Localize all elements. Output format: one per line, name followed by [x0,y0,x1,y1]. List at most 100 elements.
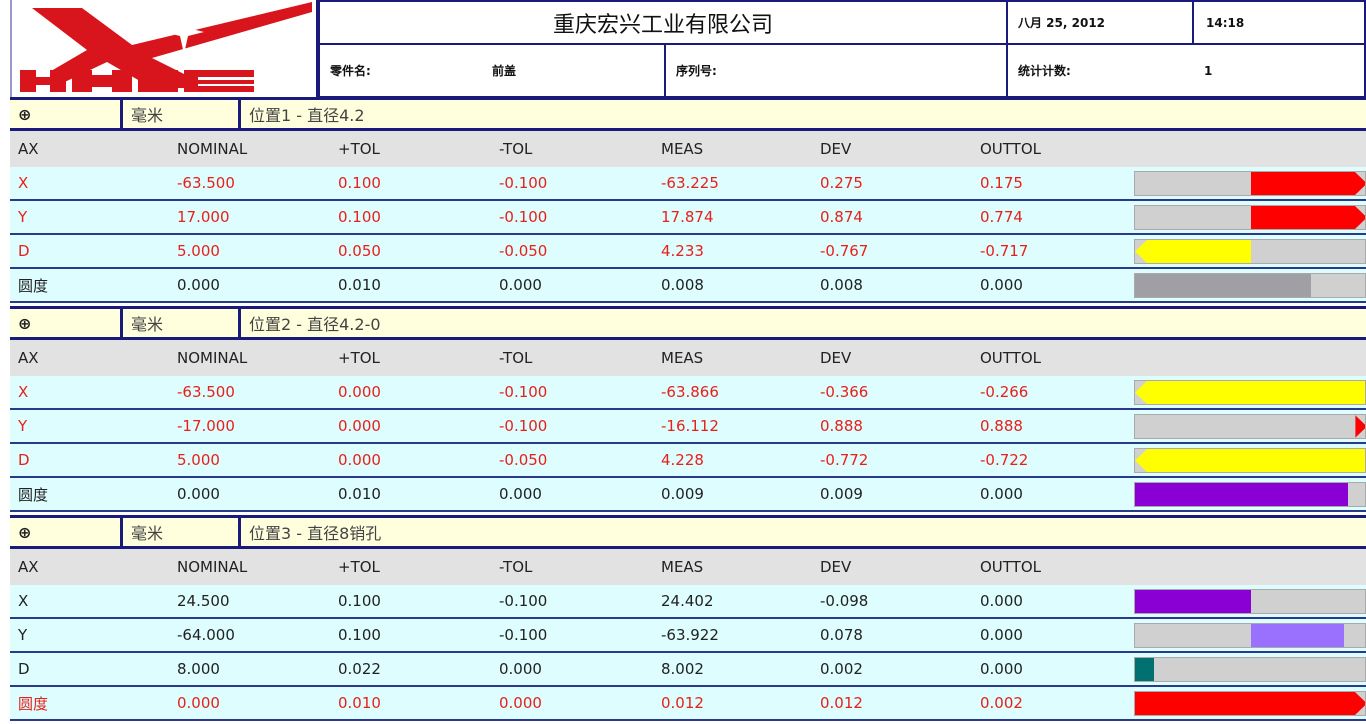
cell-dev: 0.275 [820,174,863,192]
cell-dev: 0.874 [820,208,863,226]
cell-nominal: -63.500 [177,174,235,192]
cell-ax: 圆度 [18,276,49,295]
table-row: D 8.000 0.022 0.000 8.002 0.002 0.000 [10,653,1366,687]
cell-ax: X [18,592,29,610]
cell-meas: 8.002 [661,660,704,678]
feature-title: 位置2 - 直径4.2-0 [241,309,1366,337]
cell-outtol: -0.266 [980,383,1029,401]
unit-label: 毫米 [123,100,241,128]
cell-nominal: -63.500 [177,383,235,401]
cell-meas: -63.225 [661,174,719,192]
column-header: MEAS [661,558,704,576]
cell-ax: X [18,383,29,401]
tolerance-bar-fill [1135,483,1349,506]
tolerance-bar [1134,657,1366,682]
table-row: D 5.000 0.050 -0.050 4.233 -0.767 -0.717 [10,235,1366,269]
column-header: +TOL [338,558,380,576]
table-row: X 24.500 0.100 -0.100 24.402 -0.098 0.000 [10,585,1366,619]
cell-tol: 0.000 [338,451,381,469]
cell-outtol: 0.000 [980,592,1023,610]
cell-ax: 圆度 [18,694,49,713]
part-name-value: 前盖 [492,64,517,78]
serial-label: 序列号: [676,64,717,78]
cell-dev: -0.772 [820,451,869,469]
tolerance-bar-fill [1251,172,1366,195]
feature-title: 位置3 - 直径8销孔 [241,518,1366,546]
cell-tol: 0.100 [338,208,381,226]
tolerance-bar-fill [1135,590,1251,613]
column-header: AX [18,558,39,576]
cell-tol: -0.050 [499,242,548,260]
cell-outtol: -0.722 [980,451,1029,469]
section-header: ⊕ 毫米 位置3 - 直径8销孔 [10,515,1366,549]
cell-dev: 0.078 [820,626,863,644]
tolerance-bar-fill [1135,658,1154,681]
cell-meas: 0.012 [661,694,704,712]
cell-ax: Y [18,208,28,226]
tolerance-bar [1134,482,1366,507]
cell-dev: 0.008 [820,276,863,294]
cell-tol: -0.050 [499,451,548,469]
table-row: Y -64.000 0.100 -0.100 -63.922 0.078 0.000 [10,619,1366,653]
cell-tol: 0.100 [338,174,381,192]
column-header: MEAS [661,349,704,367]
cell-ax: 圆度 [18,485,49,504]
cell-dev: 0.012 [820,694,863,712]
table-row: X -63.500 0.100 -0.100 -63.225 0.275 0.175 [10,167,1366,201]
cell-meas: -63.922 [661,626,719,644]
column-header: -TOL [499,558,533,576]
count-label: 统计计数: [1018,64,1071,78]
table-row: 圆度 0.000 0.010 0.000 0.008 0.008 0.000 [10,269,1366,303]
column-header: DEV [820,349,852,367]
cell-dev: -0.098 [820,592,869,610]
unit-label: 毫米 [123,518,241,546]
table-row: Y 17.000 0.100 -0.100 17.874 0.874 0.774 [10,201,1366,235]
cell-outtol: 0.000 [980,485,1023,503]
table-row: D 5.000 0.000 -0.050 4.228 -0.772 -0.722 [10,444,1366,478]
cell-tol: -0.100 [499,174,548,192]
cell-tol: 0.000 [338,383,381,401]
cell-tol: 0.010 [338,694,381,712]
cell-tol: 0.000 [499,694,542,712]
cell-ax: Y [18,417,28,435]
tolerance-bar-fill [1135,692,1366,715]
cell-tol: -0.100 [499,626,548,644]
cell-dev: 0.009 [820,485,863,503]
feature-section: ⊕ 毫米 位置3 - 直径8销孔 AX NOMINAL +TOL -TOL MEAS DE… [10,515,1366,721]
cell-meas: -16.112 [661,417,719,435]
column-header: NOMINAL [177,140,248,158]
part-name-field: 零件名: 前盖 [318,43,666,98]
cell-tol: 0.010 [338,485,381,503]
feature-title: 位置1 - 直径4.2 [241,100,1366,128]
cell-outtol: 0.774 [980,208,1023,226]
cell-nominal: 0.000 [177,485,220,503]
cell-tol: 0.000 [338,417,381,435]
cell-tol: 0.100 [338,626,381,644]
section-header: ⊕ 毫米 位置1 - 直径4.2 [10,97,1366,131]
table-row: X -63.500 0.000 -0.100 -63.866 -0.366 -0.266 [10,376,1366,410]
position-icon: ⊕ [10,518,123,546]
column-header: OUTTOL [980,349,1042,367]
column-header: DEV [820,140,852,158]
column-header: DEV [820,558,852,576]
column-header: NOMINAL [177,349,248,367]
count-field: 统计计数: 1 [1006,43,1366,98]
cell-outtol: -0.717 [980,242,1029,260]
tolerance-bar [1134,623,1366,648]
cell-outtol: 0.888 [980,417,1023,435]
table-row: Y -17.000 0.000 -0.100 -16.112 0.888 0.888 [10,410,1366,444]
table-row: 圆度 0.000 0.010 0.000 0.009 0.009 0.000 [10,478,1366,512]
cell-ax: D [18,660,30,678]
tolerance-bar [1134,205,1366,230]
cell-nominal: -17.000 [177,417,235,435]
cell-tol: 0.000 [499,485,542,503]
cell-nominal: 5.000 [177,242,220,260]
cell-meas: -63.866 [661,383,719,401]
cell-tol: 0.010 [338,276,381,294]
cell-nominal: 0.000 [177,694,220,712]
cell-nominal: 5.000 [177,451,220,469]
unit-label: 毫米 [123,309,241,337]
tolerance-bar-fill [1355,415,1366,438]
tolerance-bar [1134,171,1366,196]
report-time: 14:18 [1192,0,1366,45]
